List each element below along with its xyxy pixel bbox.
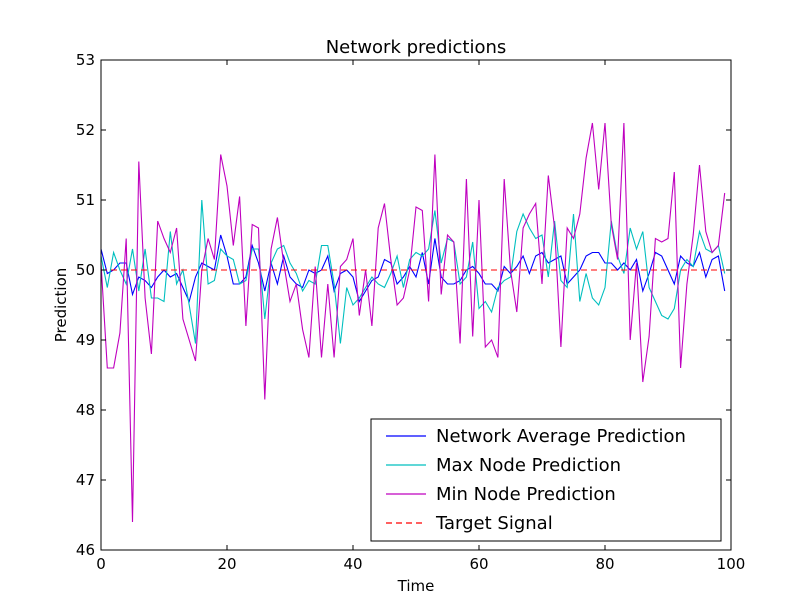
- legend-box: [370, 418, 722, 542]
- x-axis-title: Time: [397, 577, 435, 595]
- legend-label-1: Max Node Prediction: [436, 455, 621, 476]
- y-tick-label: 47: [76, 471, 95, 489]
- x-tick-label: 60: [469, 555, 488, 573]
- legend-label-2: Min Node Prediction: [436, 484, 616, 505]
- legend-label-3: Target Signal: [435, 513, 553, 534]
- x-tick-label: 20: [217, 555, 236, 573]
- series-layer: [100, 122, 726, 523]
- plot-frame: [100, 59, 732, 551]
- y-tick-label: 51: [76, 191, 95, 209]
- ticks-layer: 0 20 40 60 80 100 46 47 48 49 50 51 52 53: [76, 51, 745, 573]
- x-tick-label: 80: [595, 555, 614, 573]
- y-tick-label: 53: [76, 51, 95, 69]
- y-tick-label: 48: [76, 401, 95, 419]
- legend-label-0: Network Average Prediction: [436, 426, 686, 447]
- y-tick-label: 46: [76, 541, 95, 559]
- series-line-0: [100, 234, 726, 304]
- chart-title: Network predictions: [326, 37, 507, 58]
- plot-area: 0 20 40 60 80 100 46 47 48 49 50 51 52 53: [76, 51, 745, 573]
- y-tick-label: 49: [76, 331, 95, 349]
- x-tick-label: 100: [717, 555, 746, 573]
- x-tick-label: 40: [343, 555, 362, 573]
- legend: Network Average Prediction Max Node Predi…: [370, 418, 722, 542]
- series-line-1: [100, 199, 726, 344]
- x-tick-label: 0: [96, 555, 106, 573]
- y-tick-label: 52: [76, 121, 95, 139]
- y-tick-label: 50: [76, 261, 95, 279]
- series-line-2: [100, 122, 726, 523]
- y-axis-title: Prediction: [52, 268, 70, 343]
